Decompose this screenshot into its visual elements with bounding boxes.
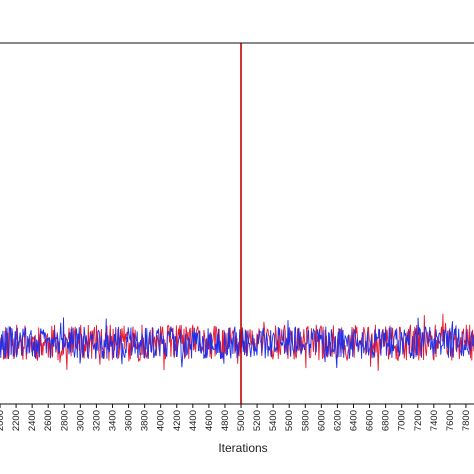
plot-frame	[0, 42, 474, 405]
x-tick-label: 2400	[27, 410, 38, 431]
x-tick-label: 5000	[236, 410, 247, 431]
x-tick-label: 3400	[107, 410, 118, 431]
x-tick-label: 3000	[75, 410, 86, 431]
x-tick-label: 6000	[316, 410, 327, 431]
x-tick-label: 2200	[11, 410, 22, 431]
x-tick-label: 7800	[461, 410, 472, 431]
x-tick-label: 7400	[429, 410, 440, 431]
x-tick-label: 6200	[332, 410, 343, 431]
x-tick-label: 6800	[381, 410, 392, 431]
x-tick-label: 7000	[397, 410, 408, 431]
x-tick-label: 5400	[268, 410, 279, 431]
x-axis-ticks: 2000 2200 2400 2600 2800 3000 3200 3400 3600 3800…	[0, 404, 472, 431]
x-tick-label: 3800	[140, 410, 151, 431]
x-tick-label: 4600	[204, 410, 215, 431]
x-tick-label: 3200	[91, 410, 102, 431]
series-line-2	[0, 317, 474, 369]
x-tick-label: 6600	[365, 410, 376, 431]
x-tick-label: 4800	[220, 410, 231, 431]
x-tick-label: 2000	[0, 410, 6, 431]
x-tick-label: 2600	[43, 410, 54, 431]
x-tick-label: 5600	[284, 410, 295, 431]
x-tick-label: 5200	[252, 410, 263, 431]
x-tick-label: 5800	[300, 410, 311, 431]
x-tick-label: 6400	[348, 410, 359, 431]
series-layer	[0, 313, 474, 371]
x-tick-label: 4000	[156, 410, 167, 431]
x-tick-label: 7600	[445, 410, 456, 431]
x-tick-label: 3600	[124, 410, 135, 431]
x-tick-label: 4400	[188, 410, 199, 431]
x-tick-label: 2800	[59, 410, 70, 431]
x-tick-label: 7200	[413, 410, 424, 431]
x-tick-label: 4200	[172, 410, 183, 431]
series-line-1	[0, 313, 474, 371]
x-axis-title: Iterations	[218, 441, 267, 455]
